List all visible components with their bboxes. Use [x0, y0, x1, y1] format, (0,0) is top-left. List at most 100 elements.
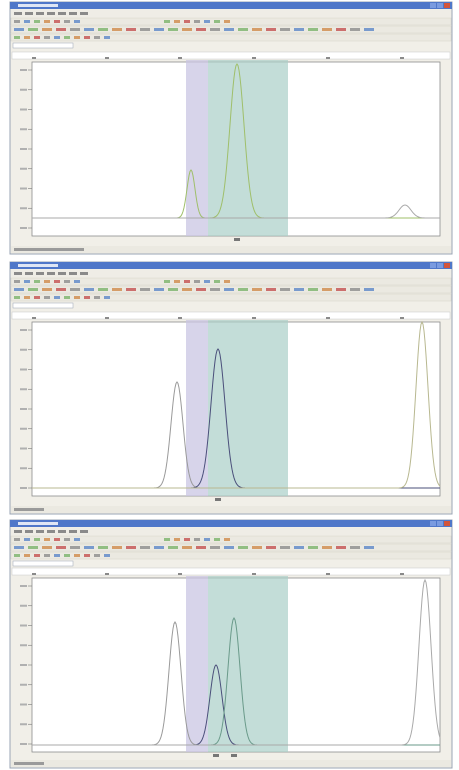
toolbar-button[interactable]: [44, 538, 50, 541]
toolbar-button[interactable]: [126, 288, 136, 291]
toolbar-button[interactable]: [84, 288, 94, 291]
toolbar-button[interactable]: [42, 28, 52, 31]
toolbar-button[interactable]: [164, 280, 170, 283]
toolbar-button[interactable]: [174, 20, 180, 23]
menu-item[interactable]: [36, 12, 44, 15]
window-close-button[interactable]: [444, 3, 450, 8]
toolbar-button[interactable]: [140, 546, 150, 549]
toolbar-button[interactable]: [70, 28, 80, 31]
toolbar-button[interactable]: [104, 296, 110, 299]
toolbar-button[interactable]: [308, 546, 318, 549]
toolbar-button[interactable]: [214, 20, 220, 23]
toolbar-button[interactable]: [364, 28, 374, 31]
menu-item[interactable]: [25, 272, 33, 275]
toolbar-button[interactable]: [184, 538, 190, 541]
toolbar-button[interactable]: [154, 546, 164, 549]
menu-item[interactable]: [58, 530, 66, 533]
toolbar-button[interactable]: [266, 546, 276, 549]
toolbar-button[interactable]: [34, 36, 40, 39]
menu-item[interactable]: [47, 272, 55, 275]
toolbar-button[interactable]: [74, 554, 80, 557]
selection-field[interactable]: [13, 561, 73, 566]
toolbar-button[interactable]: [44, 554, 50, 557]
toolbar-button[interactable]: [350, 288, 360, 291]
menu-item[interactable]: [80, 272, 88, 275]
menu-item[interactable]: [47, 530, 55, 533]
window-close-button[interactable]: [444, 521, 450, 526]
toolbar-button[interactable]: [322, 288, 332, 291]
toolbar-button[interactable]: [74, 296, 80, 299]
toolbar-button[interactable]: [14, 20, 20, 23]
toolbar-button[interactable]: [194, 280, 200, 283]
toolbar-button[interactable]: [238, 288, 248, 291]
toolbar-button[interactable]: [174, 280, 180, 283]
toolbar-button[interactable]: [24, 554, 30, 557]
toolbar-button[interactable]: [364, 288, 374, 291]
menu-item[interactable]: [36, 530, 44, 533]
toolbar-button[interactable]: [224, 28, 234, 31]
toolbar-button[interactable]: [34, 296, 40, 299]
toolbar-button[interactable]: [24, 280, 30, 283]
toolbar-button[interactable]: [84, 554, 90, 557]
toolbar-button[interactable]: [308, 28, 318, 31]
toolbar-button[interactable]: [14, 538, 20, 541]
toolbar-button[interactable]: [112, 288, 122, 291]
toolbar-button[interactable]: [308, 288, 318, 291]
menu-item[interactable]: [14, 530, 22, 533]
toolbar-button[interactable]: [164, 538, 170, 541]
toolbar-button[interactable]: [34, 538, 40, 541]
toolbar-button[interactable]: [204, 538, 210, 541]
toolbar-button[interactable]: [64, 20, 70, 23]
toolbar-button[interactable]: [154, 28, 164, 31]
toolbar-button[interactable]: [94, 296, 100, 299]
toolbar-button[interactable]: [294, 28, 304, 31]
toolbar-button[interactable]: [56, 546, 66, 549]
menu-item[interactable]: [36, 272, 44, 275]
toolbar-button[interactable]: [224, 280, 230, 283]
toolbar-button[interactable]: [184, 20, 190, 23]
toolbar-button[interactable]: [24, 538, 30, 541]
toolbar-button[interactable]: [126, 546, 136, 549]
toolbar-button[interactable]: [44, 296, 50, 299]
toolbar-button[interactable]: [28, 288, 38, 291]
toolbar-button[interactable]: [104, 554, 110, 557]
window-close-button[interactable]: [444, 263, 450, 268]
window-min-button[interactable]: [430, 3, 436, 8]
toolbar-button[interactable]: [14, 554, 20, 557]
toolbar-button[interactable]: [112, 546, 122, 549]
menu-item[interactable]: [58, 272, 66, 275]
menu-item[interactable]: [80, 12, 88, 15]
toolbar-button[interactable]: [94, 554, 100, 557]
toolbar-button[interactable]: [98, 28, 108, 31]
toolbar-button[interactable]: [74, 538, 80, 541]
toolbar-button[interactable]: [34, 280, 40, 283]
toolbar-button[interactable]: [336, 28, 346, 31]
toolbar-button[interactable]: [224, 288, 234, 291]
toolbar-button[interactable]: [70, 546, 80, 549]
toolbar-button[interactable]: [54, 20, 60, 23]
toolbar-button[interactable]: [74, 36, 80, 39]
toolbar-button[interactable]: [14, 546, 24, 549]
toolbar-button[interactable]: [14, 28, 24, 31]
toolbar-button[interactable]: [126, 28, 136, 31]
toolbar-button[interactable]: [266, 288, 276, 291]
toolbar-button[interactable]: [182, 546, 192, 549]
toolbar-button[interactable]: [364, 546, 374, 549]
toolbar-button[interactable]: [210, 288, 220, 291]
toolbar-button[interactable]: [104, 36, 110, 39]
toolbar-button[interactable]: [238, 546, 248, 549]
window-max-button[interactable]: [437, 521, 443, 526]
menu-item[interactable]: [25, 530, 33, 533]
toolbar-button[interactable]: [54, 538, 60, 541]
toolbar-button[interactable]: [168, 546, 178, 549]
toolbar-button[interactable]: [54, 296, 60, 299]
toolbar-button[interactable]: [252, 546, 262, 549]
toolbar-button[interactable]: [336, 288, 346, 291]
window-min-button[interactable]: [430, 263, 436, 268]
menu-item[interactable]: [80, 530, 88, 533]
toolbar-button[interactable]: [252, 28, 262, 31]
toolbar-button[interactable]: [64, 36, 70, 39]
toolbar-button[interactable]: [194, 538, 200, 541]
toolbar-button[interactable]: [168, 28, 178, 31]
toolbar-button[interactable]: [194, 20, 200, 23]
